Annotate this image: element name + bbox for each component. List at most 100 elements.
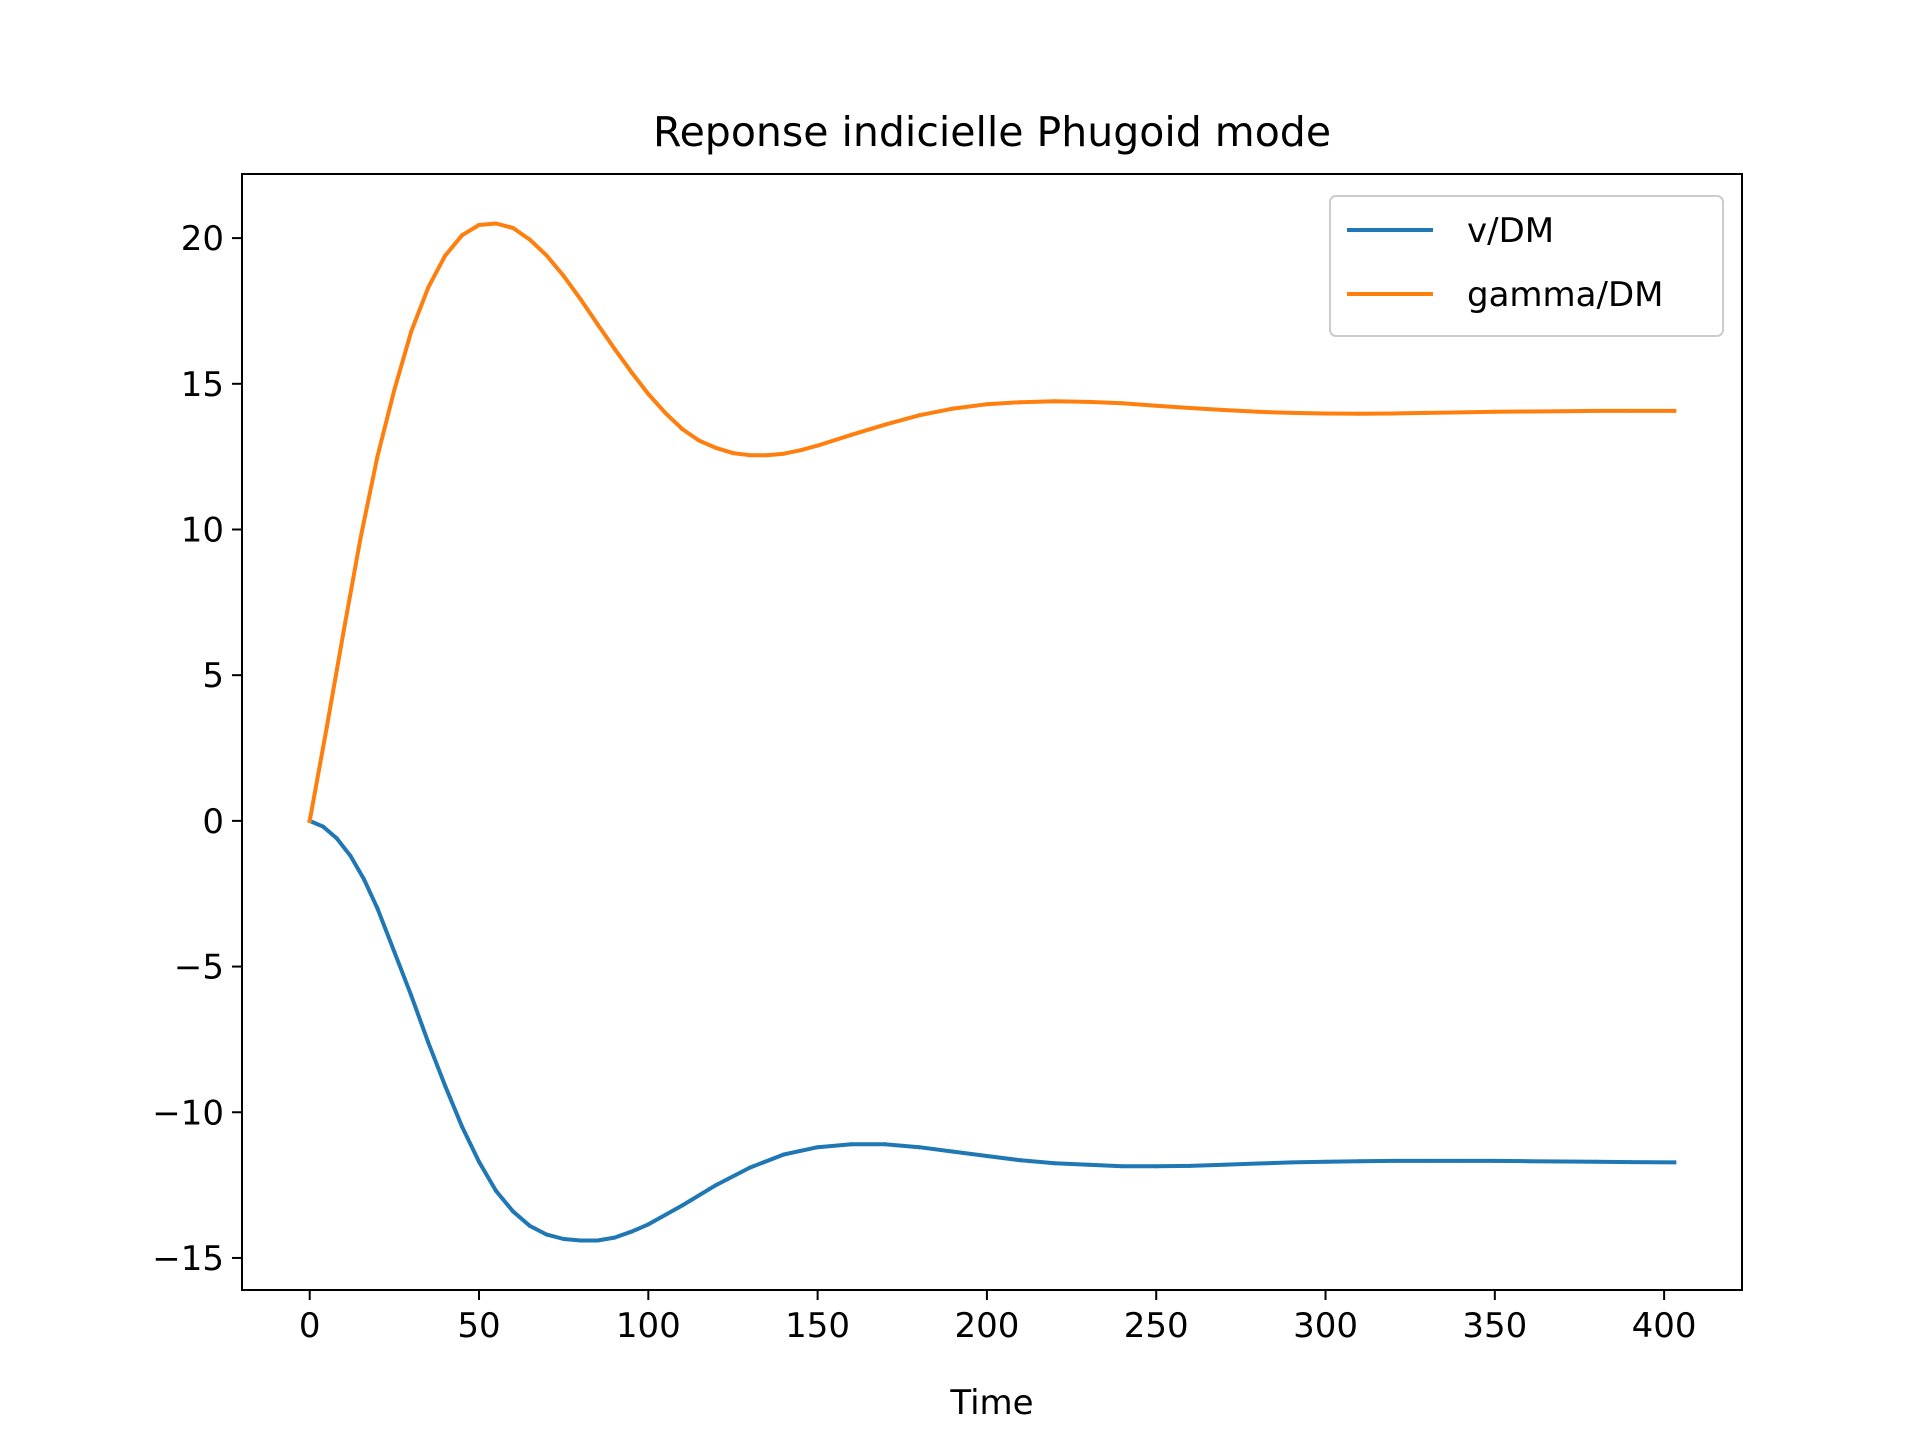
x-tick-label: 350 <box>1462 1306 1527 1346</box>
data-point <box>426 1040 431 1045</box>
data-point <box>1526 409 1531 414</box>
data-point <box>951 406 956 411</box>
data-point <box>1526 1159 1531 1164</box>
data-point <box>409 993 414 998</box>
data-point <box>1289 410 1294 415</box>
x-tick-label: 0 <box>299 1306 321 1346</box>
data-point <box>1018 400 1023 405</box>
data-point <box>527 237 532 242</box>
data-point <box>731 451 735 456</box>
y-tick-label: −15 <box>152 1239 224 1279</box>
data-point <box>375 906 380 911</box>
data-point <box>578 1238 583 1243</box>
data-point <box>1357 411 1362 416</box>
data-point <box>1018 1158 1023 1163</box>
data-point <box>680 427 685 431</box>
x-tick-label: 400 <box>1632 1306 1697 1346</box>
data-point <box>1459 1158 1463 1163</box>
data-point <box>494 221 498 226</box>
data-point <box>714 1183 718 1188</box>
data-point <box>629 370 634 375</box>
data-point <box>1560 409 1565 414</box>
data-point <box>561 274 566 278</box>
data-point <box>510 225 515 230</box>
data-point <box>361 877 366 882</box>
data-point <box>1560 1159 1565 1164</box>
y-axis: −15 −10 −5 0 5 10 15 20 <box>152 219 242 1279</box>
data-point <box>334 836 339 841</box>
data-point <box>477 223 481 227</box>
data-point <box>443 1084 448 1088</box>
x-tick-label: 100 <box>616 1306 681 1346</box>
data-point <box>849 1142 854 1147</box>
data-point <box>392 950 397 954</box>
y-tick-label: 5 <box>202 656 224 696</box>
data-point <box>527 1223 532 1228</box>
legend-entry-label: v/DM <box>1467 211 1554 251</box>
data-point <box>1492 409 1497 414</box>
data-point <box>307 818 312 823</box>
data-point <box>375 454 380 459</box>
data-point <box>1628 1160 1633 1165</box>
data-point <box>612 346 617 351</box>
data-point <box>1154 403 1159 408</box>
data-point <box>1289 1160 1294 1165</box>
data-point <box>1221 1162 1226 1167</box>
data-point <box>426 285 431 290</box>
data-point <box>510 1209 515 1214</box>
x-tick-label: 250 <box>1124 1306 1189 1346</box>
data-point <box>629 1229 634 1234</box>
data-point <box>341 629 346 634</box>
data-point <box>1052 399 1057 404</box>
data-point <box>1459 410 1463 415</box>
data-point <box>392 387 397 392</box>
data-point <box>764 453 769 458</box>
data-point <box>1492 1158 1497 1163</box>
data-point <box>747 453 752 458</box>
data-point <box>561 1237 566 1241</box>
x-tick-label: 200 <box>954 1306 1019 1346</box>
y-tick-label: −5 <box>174 948 224 988</box>
data-point <box>578 297 583 302</box>
x-tick-label: 50 <box>457 1306 500 1346</box>
data-point <box>1594 1159 1599 1164</box>
data-point <box>798 448 803 453</box>
data-point <box>1357 1159 1362 1164</box>
y-tick-label: −10 <box>152 1093 224 1133</box>
data-point <box>646 1222 651 1227</box>
x-tick-label: 300 <box>1293 1306 1358 1346</box>
data-point <box>321 824 326 829</box>
data-point <box>1188 406 1193 410</box>
data-point <box>680 1203 685 1208</box>
data-point <box>815 443 820 448</box>
data-point <box>1391 411 1396 416</box>
data-point <box>460 1124 465 1129</box>
data-point <box>697 438 702 443</box>
data-point <box>1120 1164 1125 1169</box>
series-gamma-dm <box>307 221 1677 824</box>
data-point <box>1672 408 1677 413</box>
data-point <box>409 329 414 334</box>
data-point <box>747 1165 752 1170</box>
y-tick-label: 15 <box>181 365 224 405</box>
series-v-dm <box>307 818 1677 1243</box>
data-point <box>781 451 786 456</box>
data-point <box>1086 1162 1091 1167</box>
data-point <box>1425 1158 1430 1163</box>
y-tick-label: 0 <box>202 802 224 842</box>
data-point <box>1425 410 1430 415</box>
data-point <box>477 1159 481 1164</box>
data-point <box>324 725 329 730</box>
data-point <box>1594 408 1599 413</box>
data-point <box>1628 408 1633 413</box>
plot-series-group <box>307 221 1677 1243</box>
chart-title: Reponse indicielle Phugoid mode <box>653 108 1331 156</box>
data-point <box>595 322 600 327</box>
data-point <box>1323 1159 1328 1164</box>
data-point <box>984 402 989 407</box>
data-point <box>595 1238 600 1243</box>
data-point <box>917 413 922 418</box>
data-point <box>460 233 465 238</box>
data-point <box>1154 1164 1159 1169</box>
